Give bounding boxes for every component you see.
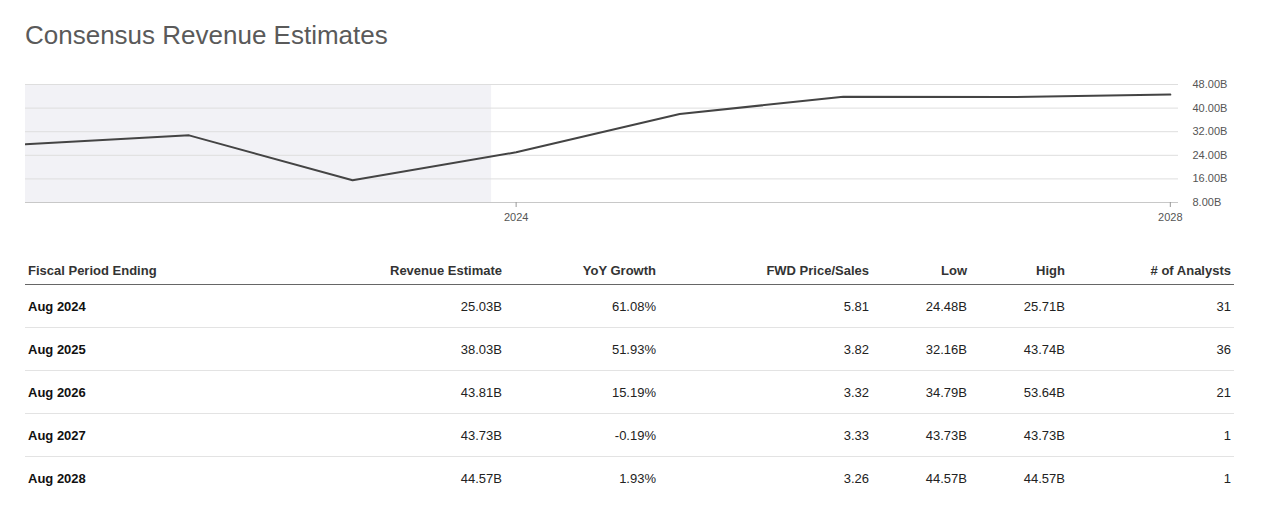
svg-text:48.00B: 48.00B (1193, 78, 1228, 90)
html-text:25.71B: 25.71B (1023, 298, 1065, 314)
svg-text:40.00B: 40.00B (1193, 102, 1228, 114)
html-text:High: High (1036, 262, 1065, 278)
svg-text:16.00B: 16.00B (1193, 172, 1228, 184)
html-text:43.73B: 43.73B (460, 427, 502, 443)
html-text:Revenue Estimate: Revenue Estimate (390, 262, 502, 278)
html-text:34.79B: 34.79B (925, 384, 967, 400)
html-text:3.26: 3.26 (843, 470, 869, 486)
html-text:36: 36 (1216, 341, 1231, 357)
html-text:43.73B: 43.73B (1023, 427, 1065, 443)
html-text:51.93%: 51.93% (611, 341, 656, 357)
html-text:Consensus Revenue Estimates: Consensus Revenue Estimates (25, 20, 388, 50)
html-text:Aug 2026: Aug 2026 (28, 384, 86, 400)
html-text:43.74B: 43.74B (1023, 341, 1065, 357)
svg-text:2024: 2024 (504, 211, 528, 223)
html-text:3.82: 3.82 (843, 341, 869, 357)
html-text:Aug 2028: Aug 2028 (28, 470, 86, 486)
html-text:1: 1 (1223, 427, 1231, 443)
html-text:53.64B: 53.64B (1023, 384, 1065, 400)
html-text:32.16B: 32.16B (925, 341, 967, 357)
html-text:YoY Growth: YoY Growth (582, 262, 656, 278)
html-text:1: 1 (1223, 470, 1231, 486)
html-text:25.03B: 25.03B (460, 298, 502, 314)
html-text:24.48B: 24.48B (925, 298, 967, 314)
html-text:FWD Price/Sales: FWD Price/Sales (766, 262, 869, 278)
html-text:-0.19%: -0.19% (614, 427, 656, 443)
html-text:15.19%: 15.19% (611, 384, 656, 400)
html-text:3.32: 3.32 (843, 384, 869, 400)
html-text:44.57B: 44.57B (1023, 470, 1065, 486)
svg-text:24.00B: 24.00B (1193, 149, 1228, 161)
svg-text:8.00B: 8.00B (1193, 196, 1222, 208)
html-text:1.93%: 1.93% (619, 470, 656, 486)
html-text:# of Analysts: # of Analysts (1150, 262, 1231, 278)
html-text:31: 31 (1216, 298, 1231, 314)
html-text:43.73B: 43.73B (925, 427, 967, 443)
html-text:38.03B: 38.03B (460, 341, 502, 357)
html-text:5.81: 5.81 (843, 298, 869, 314)
html-text:3.33: 3.33 (843, 427, 869, 443)
html-text:43.81B: 43.81B (460, 384, 502, 400)
html-text:44.57B: 44.57B (460, 470, 502, 486)
html-text:Aug 2025: Aug 2025 (28, 341, 86, 357)
svg-text:32.00B: 32.00B (1193, 125, 1228, 137)
html-text:Aug 2027: Aug 2027 (28, 427, 86, 443)
html-text:Fiscal Period Ending: Fiscal Period Ending (28, 262, 157, 278)
html-text:44.57B: 44.57B (925, 470, 967, 486)
html-text:Aug 2024: Aug 2024 (28, 298, 86, 314)
html-text:21: 21 (1216, 384, 1231, 400)
svg-text:2028: 2028 (1158, 211, 1182, 223)
html-text:Low: Low (941, 262, 967, 278)
html-text:61.08%: 61.08% (611, 298, 656, 314)
